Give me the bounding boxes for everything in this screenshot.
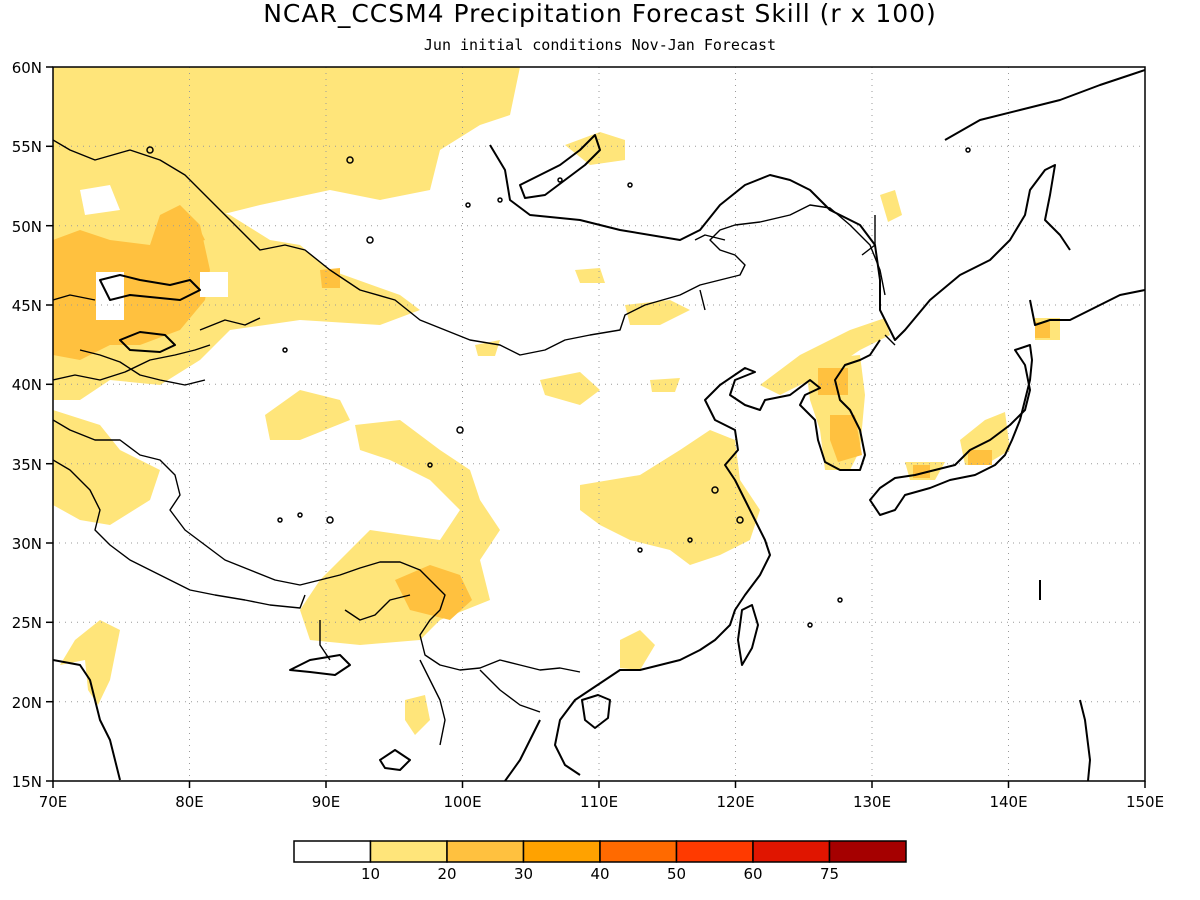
lon-tick-label: 130E [853,793,891,811]
colorbar-label: 10 [361,865,380,883]
colorbar-swatch [522,840,601,863]
lat-tick-label: 45N [12,297,42,315]
map-subtitle: Jun initial conditions Nov-Jan Forecast [424,36,776,54]
lat-tick-label: 40N [12,376,42,394]
skill-shading-20-30 [53,205,1050,620]
map-area [53,67,1145,781]
colorbar-label: 75 [820,865,839,883]
lon-tick-label: 150E [1126,793,1164,811]
colorbar-swatch [828,840,907,863]
colorbar-swatch [293,840,372,863]
tick-marks [46,66,1146,788]
lon-tick-label: 120E [716,793,754,811]
colorbar-swatch [446,840,525,863]
country-borders [53,139,896,746]
lat-tick-label: 35N [12,456,42,474]
lat-tick-label: 55N [12,138,42,156]
lon-tick-label: 80E [175,793,204,811]
lat-tick-label: 50N [12,218,42,236]
colorbar-swatch [675,840,754,863]
colorbar: 10 20 30 40 50 60 75 [293,840,907,883]
longitude-labels: 70E 80E 90E 100E 110E 120E 130E 140E 150… [39,793,1164,811]
lat-tick-label: 25N [12,614,42,632]
colorbar-swatch [369,840,448,863]
lat-tick-label: 20N [12,694,42,712]
lon-tick-label: 90E [312,793,341,811]
colorbar-label: 40 [590,865,609,883]
map-title: NCAR_CCSM4 Precipitation Forecast Skill … [263,0,937,28]
lon-tick-label: 100E [443,793,481,811]
lat-tick-label: 15N [12,773,42,791]
colorbar-label: 60 [743,865,762,883]
colorbar-swatch [752,840,831,863]
colorbar-label: 30 [514,865,533,883]
colorbar-label: 50 [667,865,686,883]
lon-tick-label: 140E [989,793,1027,811]
lat-tick-label: 30N [12,535,42,553]
lon-tick-label: 70E [39,793,68,811]
latitude-labels: 60N 55N 50N 45N 40N 35N 30N 25N 20N 15N [12,59,42,791]
colorbar-label: 20 [437,865,456,883]
lat-tick-label: 60N [12,59,42,77]
colorbar-swatch [599,840,678,863]
lakes-and-islands [146,146,971,628]
skill-shading-10-20 [53,67,1060,735]
lon-tick-label: 110E [580,793,618,811]
